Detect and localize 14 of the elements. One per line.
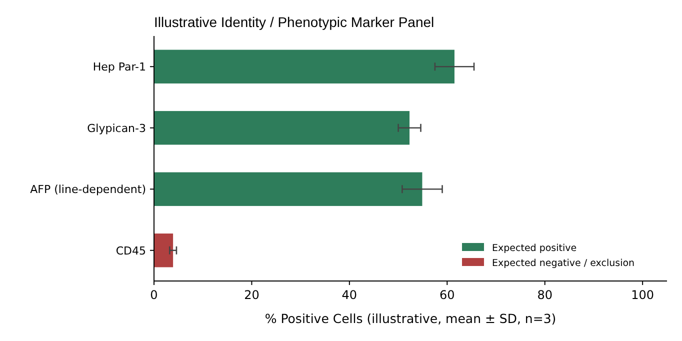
x-tick-label: 80 (537, 288, 552, 302)
x-tick-label: 0 (150, 288, 158, 302)
x-tick-label: 100 (631, 288, 654, 302)
legend-label: Expected negative / exclusion (492, 258, 635, 269)
x-tick-label: 20 (244, 288, 260, 302)
y-tick-label: Hep Par-1 (92, 60, 146, 74)
y-tick-label: Glypican-3 (87, 122, 146, 135)
legend-label: Expected positive (492, 243, 577, 254)
y-tick-label: CD45 (116, 244, 146, 258)
chart-title: Illustrative Identity / Phenotypic Marker Panel (154, 14, 434, 30)
y-tick-label: AFP (line-dependent) (30, 183, 146, 196)
x-tick-label: 60 (440, 288, 455, 302)
x-axis-title: % Positive Cells (illustrative, mean ± SD, n=3) (264, 311, 556, 326)
x-tick-label: 40 (342, 288, 358, 302)
